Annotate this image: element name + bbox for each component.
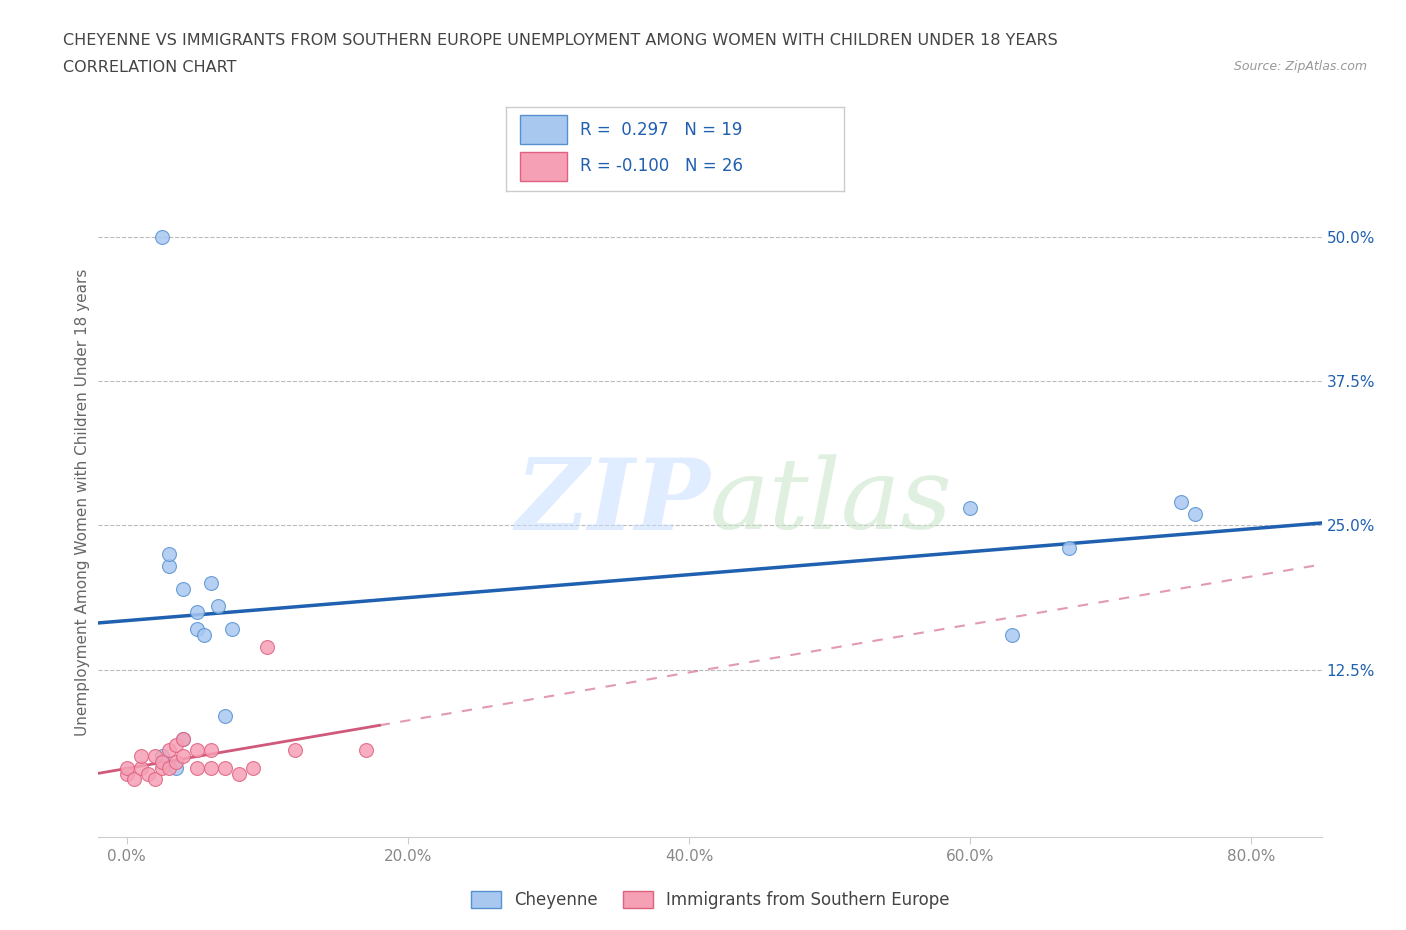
Point: [186, 743, 208, 758]
Bar: [520, 153, 567, 180]
Point: [172, 731, 194, 746]
Point: [207, 599, 229, 614]
Point: [165, 737, 187, 752]
Point: [129, 749, 152, 764]
Point: [115, 766, 138, 781]
Point: [214, 761, 236, 776]
Point: [157, 558, 180, 573]
Text: Source: ZipAtlas.com: Source: ZipAtlas.com: [1233, 60, 1367, 73]
Point: [186, 604, 208, 619]
Point: [172, 731, 194, 746]
Legend: Cheyenne, Immigrants from Southern Europe: Cheyenne, Immigrants from Southern Europ…: [464, 884, 956, 916]
Point: [136, 766, 159, 781]
Point: [115, 761, 138, 776]
Text: atlas: atlas: [710, 455, 953, 550]
Point: [129, 761, 152, 776]
Point: [200, 576, 222, 591]
Point: [1170, 495, 1192, 510]
Point: [1001, 628, 1024, 643]
Point: [150, 229, 173, 244]
Point: [172, 749, 194, 764]
Point: [186, 622, 208, 637]
Point: [242, 761, 264, 776]
Point: [165, 754, 187, 769]
Point: [122, 772, 145, 787]
Point: [186, 761, 208, 776]
Point: [157, 761, 180, 776]
Point: [284, 743, 307, 758]
Text: R = -0.100   N = 26: R = -0.100 N = 26: [581, 157, 744, 176]
Y-axis label: Unemployment Among Women with Children Under 18 years: Unemployment Among Women with Children U…: [75, 269, 90, 736]
Point: [143, 749, 166, 764]
Point: [150, 754, 173, 769]
Point: [157, 743, 180, 758]
Point: [165, 761, 187, 776]
Point: [1057, 541, 1080, 556]
Point: [143, 772, 166, 787]
Point: [200, 743, 222, 758]
Point: [228, 766, 250, 781]
Text: CORRELATION CHART: CORRELATION CHART: [63, 60, 236, 75]
Point: [157, 547, 180, 562]
Point: [172, 581, 194, 596]
Bar: [520, 115, 567, 144]
Point: [354, 743, 377, 758]
Point: [200, 761, 222, 776]
Text: R =  0.297   N = 19: R = 0.297 N = 19: [581, 121, 742, 139]
Point: [214, 709, 236, 724]
Point: [959, 500, 981, 515]
Point: [256, 639, 278, 654]
Point: [150, 749, 173, 764]
Text: CHEYENNE VS IMMIGRANTS FROM SOUTHERN EUROPE UNEMPLOYMENT AMONG WOMEN WITH CHILDR: CHEYENNE VS IMMIGRANTS FROM SOUTHERN EUR…: [63, 33, 1059, 47]
Point: [221, 622, 243, 637]
Text: ZIP: ZIP: [515, 454, 710, 551]
Point: [1184, 506, 1206, 521]
Point: [193, 628, 215, 643]
Point: [150, 761, 173, 776]
